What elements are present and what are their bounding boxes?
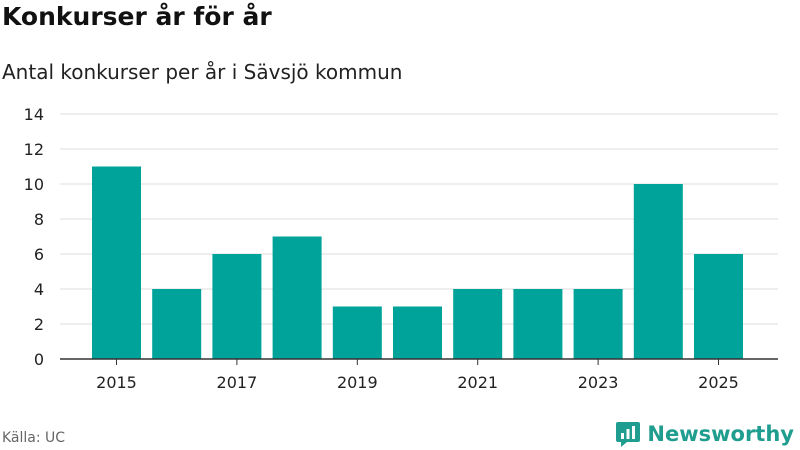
y-tick-label-12: 12 — [24, 140, 44, 159]
bar-2017 — [212, 254, 262, 359]
bar-2023 — [573, 289, 623, 359]
bars — [92, 166, 743, 359]
bar-chart: 0 2 4 6 8 10 12 14 2015 2017 2019 2021 2023 2025 — [24, 105, 778, 392]
axes: 0 2 4 6 8 10 12 14 2015 2017 2019 2021 2023 2025 — [24, 105, 778, 392]
brand-name: Newsworthy — [647, 422, 794, 446]
bar-2024 — [633, 184, 683, 359]
bar-2020 — [393, 306, 442, 359]
y-tick-label-8: 8 — [34, 210, 44, 229]
source-label: Källa: UC — [2, 430, 66, 446]
bar-2015 — [92, 166, 141, 359]
y-tick-label-0: 0 — [34, 350, 44, 369]
x-tick-label-2019: 2019 — [337, 373, 378, 392]
bar-2018 — [272, 236, 322, 359]
x-tick-label-2025: 2025 — [698, 373, 739, 392]
chart-subtitle: Antal konkurser per år i Sävsjö kommun — [2, 60, 403, 84]
chart-title: Konkurser år för år — [2, 2, 272, 31]
bar-2022 — [513, 289, 563, 359]
bar-2021 — [453, 289, 503, 359]
x-tick-label-2021: 2021 — [457, 373, 498, 392]
x-tick-label-2015: 2015 — [96, 373, 137, 392]
x-tick-label-2017: 2017 — [217, 373, 258, 392]
bar-2016 — [152, 289, 202, 359]
y-tick-label-6: 6 — [34, 245, 44, 264]
bar-2019 — [332, 306, 382, 359]
x-tick-label-2023: 2023 — [578, 373, 619, 392]
y-tick-label-10: 10 — [24, 175, 44, 194]
newsworthy-logo-icon — [616, 422, 641, 447]
y-tick-label-2: 2 — [34, 315, 44, 334]
bar-2025 — [694, 254, 743, 359]
y-tick-label-4: 4 — [34, 280, 44, 299]
y-tick-label-14: 14 — [24, 105, 44, 124]
brand: Newsworthy — [615, 420, 794, 448]
